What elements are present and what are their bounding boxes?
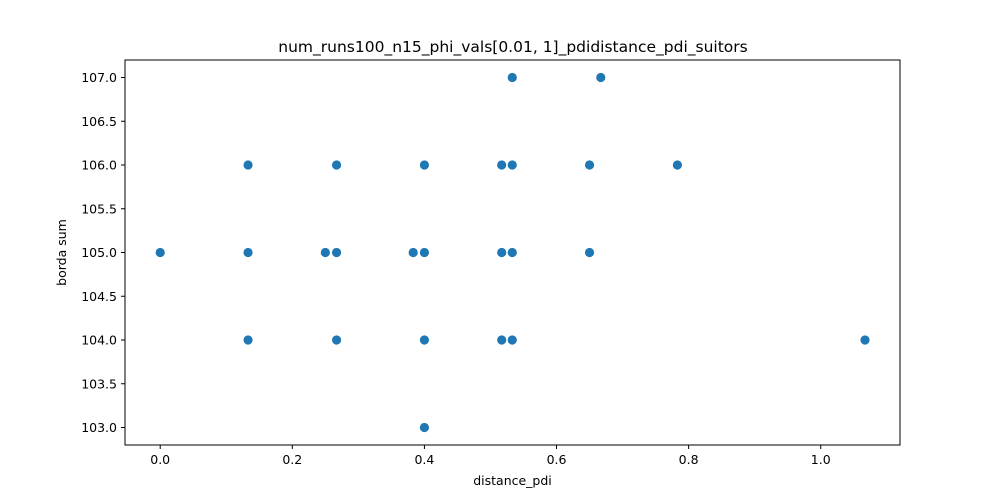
- scatter-point: [497, 247, 507, 258]
- scatter-point: [331, 247, 342, 258]
- scatter-point: [408, 247, 418, 258]
- x-tick-label: 1.0: [811, 452, 831, 467]
- scatter-point: [860, 335, 870, 345]
- y-tick-label: 105.0: [81, 245, 117, 260]
- scatter-point: [320, 247, 330, 258]
- data-points: [155, 72, 870, 433]
- x-tick-label: 0.2: [282, 452, 302, 467]
- plot-frame: [124, 59, 901, 446]
- scatter-point: [419, 247, 430, 258]
- y-tick-label: 103.5: [81, 376, 117, 391]
- x-tick-label: 0.8: [679, 452, 699, 467]
- x-tick-label: 0.0: [150, 452, 170, 467]
- scatter-point: [672, 160, 683, 170]
- y-tick-label: 106.0: [81, 158, 117, 173]
- y-tick-label: 103.0: [81, 420, 117, 435]
- y-tick-label: 107.0: [81, 70, 117, 85]
- scatter-point: [243, 160, 253, 170]
- scatter-point: [507, 160, 517, 170]
- x-axis: 0.0 0.2 0.4 0.6 0.8 1.0: [150, 445, 831, 467]
- scatter-point: [507, 335, 517, 345]
- scatter-point: [584, 160, 595, 170]
- y-axis-label: borda sum: [54, 219, 69, 286]
- scatter-point: [419, 335, 430, 345]
- x-axis-label: distance_pdi: [473, 473, 552, 488]
- y-tick-label: 104.0: [81, 333, 117, 348]
- y-tick-label: 104.5: [81, 289, 117, 304]
- scatter-point: [331, 335, 342, 345]
- scatter-point: [331, 160, 342, 170]
- x-tick-label: 0.4: [414, 452, 434, 467]
- scatter-point: [419, 422, 430, 433]
- scatter-point: [507, 72, 517, 83]
- scatter-point: [155, 247, 165, 258]
- scatter-point: [243, 335, 253, 345]
- y-axis: 103.0 103.5 104.0 104.5 105.0 105.5 106.0 106.5…: [81, 70, 125, 435]
- scatter-point: [419, 160, 430, 170]
- scatter-point: [497, 160, 507, 170]
- chart-title: num_runs100_n15_phi_vals[0.01, 1]_pdidis…: [278, 38, 747, 57]
- scatter-point: [243, 247, 253, 258]
- y-tick-label: 106.5: [81, 114, 117, 129]
- y-tick-label: 105.5: [81, 201, 117, 216]
- scatter-point: [584, 247, 595, 258]
- scatter-point: [596, 72, 606, 83]
- x-tick-label: 0.6: [547, 452, 567, 467]
- scatter-point: [497, 335, 507, 345]
- scatter-point: [507, 247, 517, 258]
